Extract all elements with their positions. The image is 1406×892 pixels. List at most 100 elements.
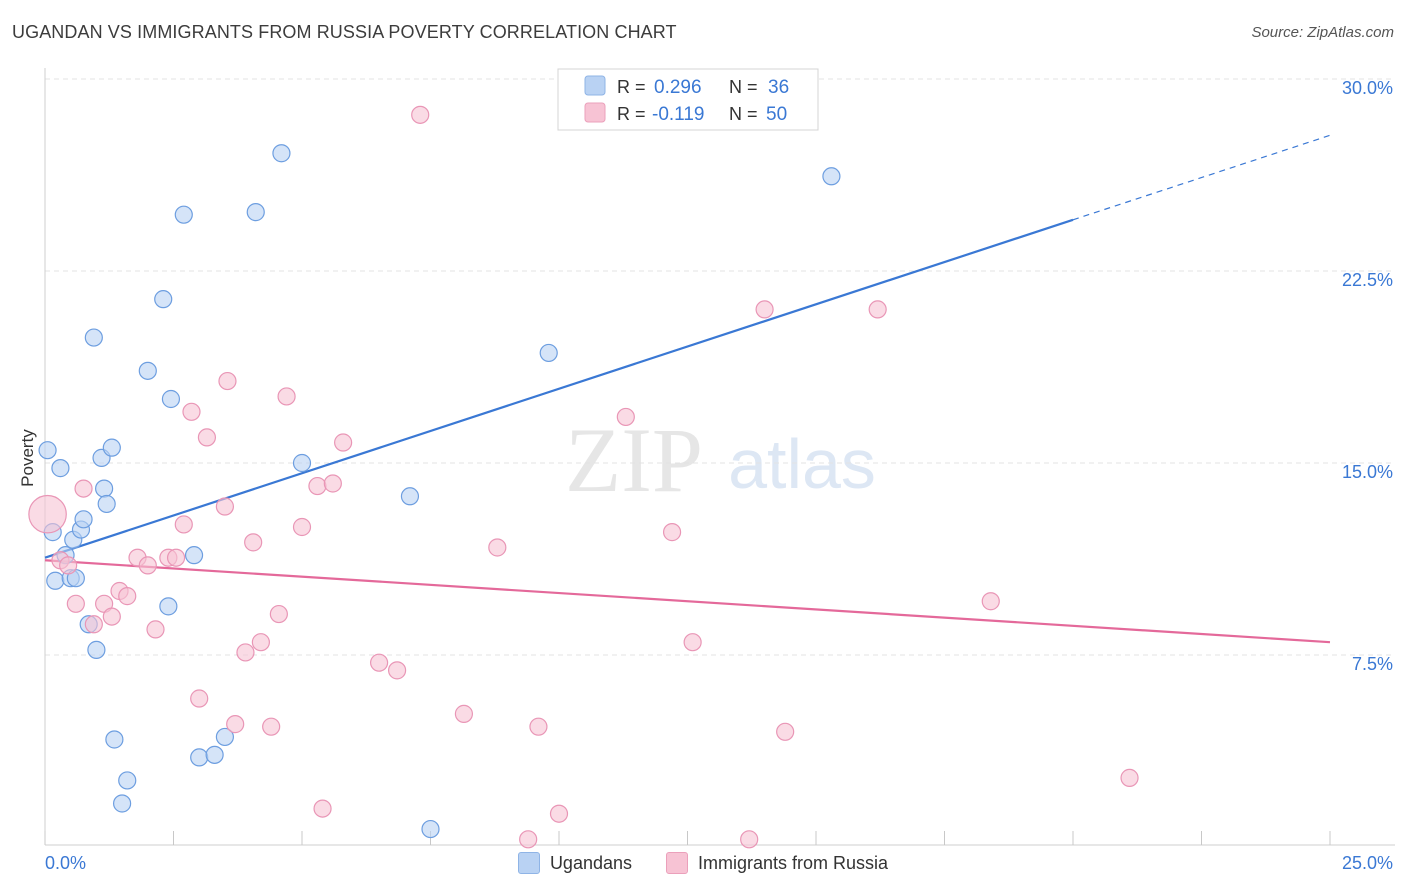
y-tick-label-3: 30.0% — [1342, 78, 1393, 98]
stats-n-value-2: 50 — [766, 104, 787, 125]
point-ugandans-24 — [174, 205, 193, 224]
point-russia-32 — [334, 433, 353, 452]
point-russia-26 — [269, 604, 288, 624]
point-russia-18 — [197, 428, 217, 447]
trend-line-russia — [44, 559, 1331, 644]
point-ugandans-14 — [97, 494, 116, 514]
point-ugandans-15 — [102, 438, 121, 457]
point-russia-36 — [454, 704, 474, 723]
point-russia-2 — [59, 556, 78, 575]
point-russia-20 — [218, 371, 237, 391]
source-label: Source: ZipAtlas.com — [1251, 24, 1394, 41]
point-russia-28 — [292, 517, 312, 537]
point-ugandans-28 — [215, 727, 234, 747]
point-ugandans-19 — [118, 771, 137, 790]
point-russia-4 — [74, 479, 93, 498]
point-ugandans-33 — [421, 819, 440, 839]
point-russia-22 — [236, 643, 255, 662]
point-ugandans-0 — [38, 441, 57, 460]
point-russia-40 — [549, 804, 569, 823]
point-russia-46 — [776, 722, 795, 741]
point-russia-15 — [174, 515, 193, 534]
point-russia-37 — [488, 538, 507, 557]
point-ugandans-11 — [87, 640, 106, 659]
legend-item-russia: Immigrants from Russia — [666, 852, 888, 874]
point-russia-5 — [84, 615, 103, 634]
point-russia-38 — [519, 830, 538, 849]
legend-swatch-ugandans — [517, 852, 540, 874]
point-russia-7 — [102, 607, 121, 626]
point-russia-9 — [118, 587, 137, 606]
point-ugandans-18 — [112, 794, 132, 813]
point-russia-30 — [313, 799, 332, 818]
point-ugandans-34 — [539, 343, 558, 363]
point-russia-29 — [308, 476, 327, 496]
point-ugandans-29 — [246, 203, 265, 222]
legend-item-ugandans: Ugandans — [517, 852, 633, 874]
point-russia-34 — [387, 661, 407, 680]
point-russia-44 — [740, 830, 759, 849]
y-tick-label-2: 22.5% — [1342, 270, 1393, 290]
point-ugandans-17 — [105, 730, 124, 749]
stats-n-label-2: N = — [729, 104, 758, 124]
point-russia-16 — [182, 402, 201, 421]
trend-line-ugandans — [44, 218, 1074, 559]
point-russia-43 — [683, 633, 702, 652]
point-russia-12 — [146, 620, 165, 639]
point-ugandans-26 — [190, 748, 209, 767]
x-tick-label-1: 25.0% — [1342, 853, 1393, 873]
point-russia-24 — [251, 633, 270, 652]
point-ugandans-31 — [292, 453, 312, 473]
point-ugandans-25 — [184, 546, 204, 565]
stats-r-label-2: R = — [617, 104, 646, 124]
point-russia-3 — [66, 594, 85, 613]
point-russia-0 — [28, 494, 67, 534]
point-ugandans-20 — [138, 361, 157, 380]
point-russia-21 — [226, 715, 245, 734]
x-tick-label-0: 0.0% — [45, 853, 86, 873]
chart-title: UGANDAN VS IMMIGRANTS FROM RUSSIA POVERT… — [12, 22, 677, 42]
stats-r-label-1: R = — [617, 77, 646, 97]
data-points — [28, 105, 1139, 849]
point-ugandans-3 — [46, 571, 65, 590]
point-ugandans-35 — [822, 167, 841, 186]
point-russia-33 — [370, 653, 389, 672]
point-ugandans-27 — [205, 745, 224, 764]
y-tick-label-1: 15.0% — [1342, 462, 1393, 482]
point-ugandans-13 — [95, 479, 114, 498]
stats-swatch-blue — [584, 75, 606, 96]
point-russia-31 — [323, 474, 342, 493]
point-russia-27 — [277, 387, 296, 406]
legend-swatch-russia — [666, 852, 689, 874]
x-tick-labels: 0.0% 25.0% — [45, 853, 1393, 873]
stats-n-value-1: 36 — [768, 77, 789, 98]
point-russia-47 — [868, 300, 887, 319]
point-russia-23 — [244, 533, 263, 552]
point-ugandans-23 — [161, 389, 181, 409]
point-ugandans-1 — [51, 459, 70, 478]
point-russia-11 — [138, 556, 157, 575]
series-legend: Ugandans Immigrants from Russia — [0, 852, 1406, 874]
trend-extension-ugandans — [1072, 134, 1331, 221]
point-russia-49 — [1120, 768, 1139, 787]
stats-r-value-2: -0.119 — [652, 104, 704, 125]
point-russia-41 — [616, 407, 635, 427]
point-russia-45 — [755, 300, 774, 319]
y-tick-labels: 7.5% 15.0% 22.5% 30.0% — [1342, 78, 1393, 674]
watermark: ZIP atlas — [565, 409, 876, 511]
watermark-zip: ZIP — [565, 409, 703, 511]
point-russia-42 — [662, 523, 682, 542]
legend-label-ugandans: Ugandans — [549, 852, 633, 873]
y-axis-label: Poverty — [18, 429, 37, 487]
point-russia-25 — [262, 717, 281, 736]
stats-n-label-1: N = — [729, 77, 758, 97]
point-russia-48 — [981, 592, 1000, 611]
point-ugandans-9 — [74, 510, 93, 529]
grid — [45, 78, 1395, 656]
point-russia-17 — [190, 689, 209, 708]
point-ugandans-21 — [154, 290, 173, 309]
point-ugandans-32 — [400, 487, 420, 506]
stats-legend: R = 0.296 N = 36 R = -0.119 N = 50 — [557, 68, 819, 131]
point-russia-35 — [411, 105, 430, 124]
